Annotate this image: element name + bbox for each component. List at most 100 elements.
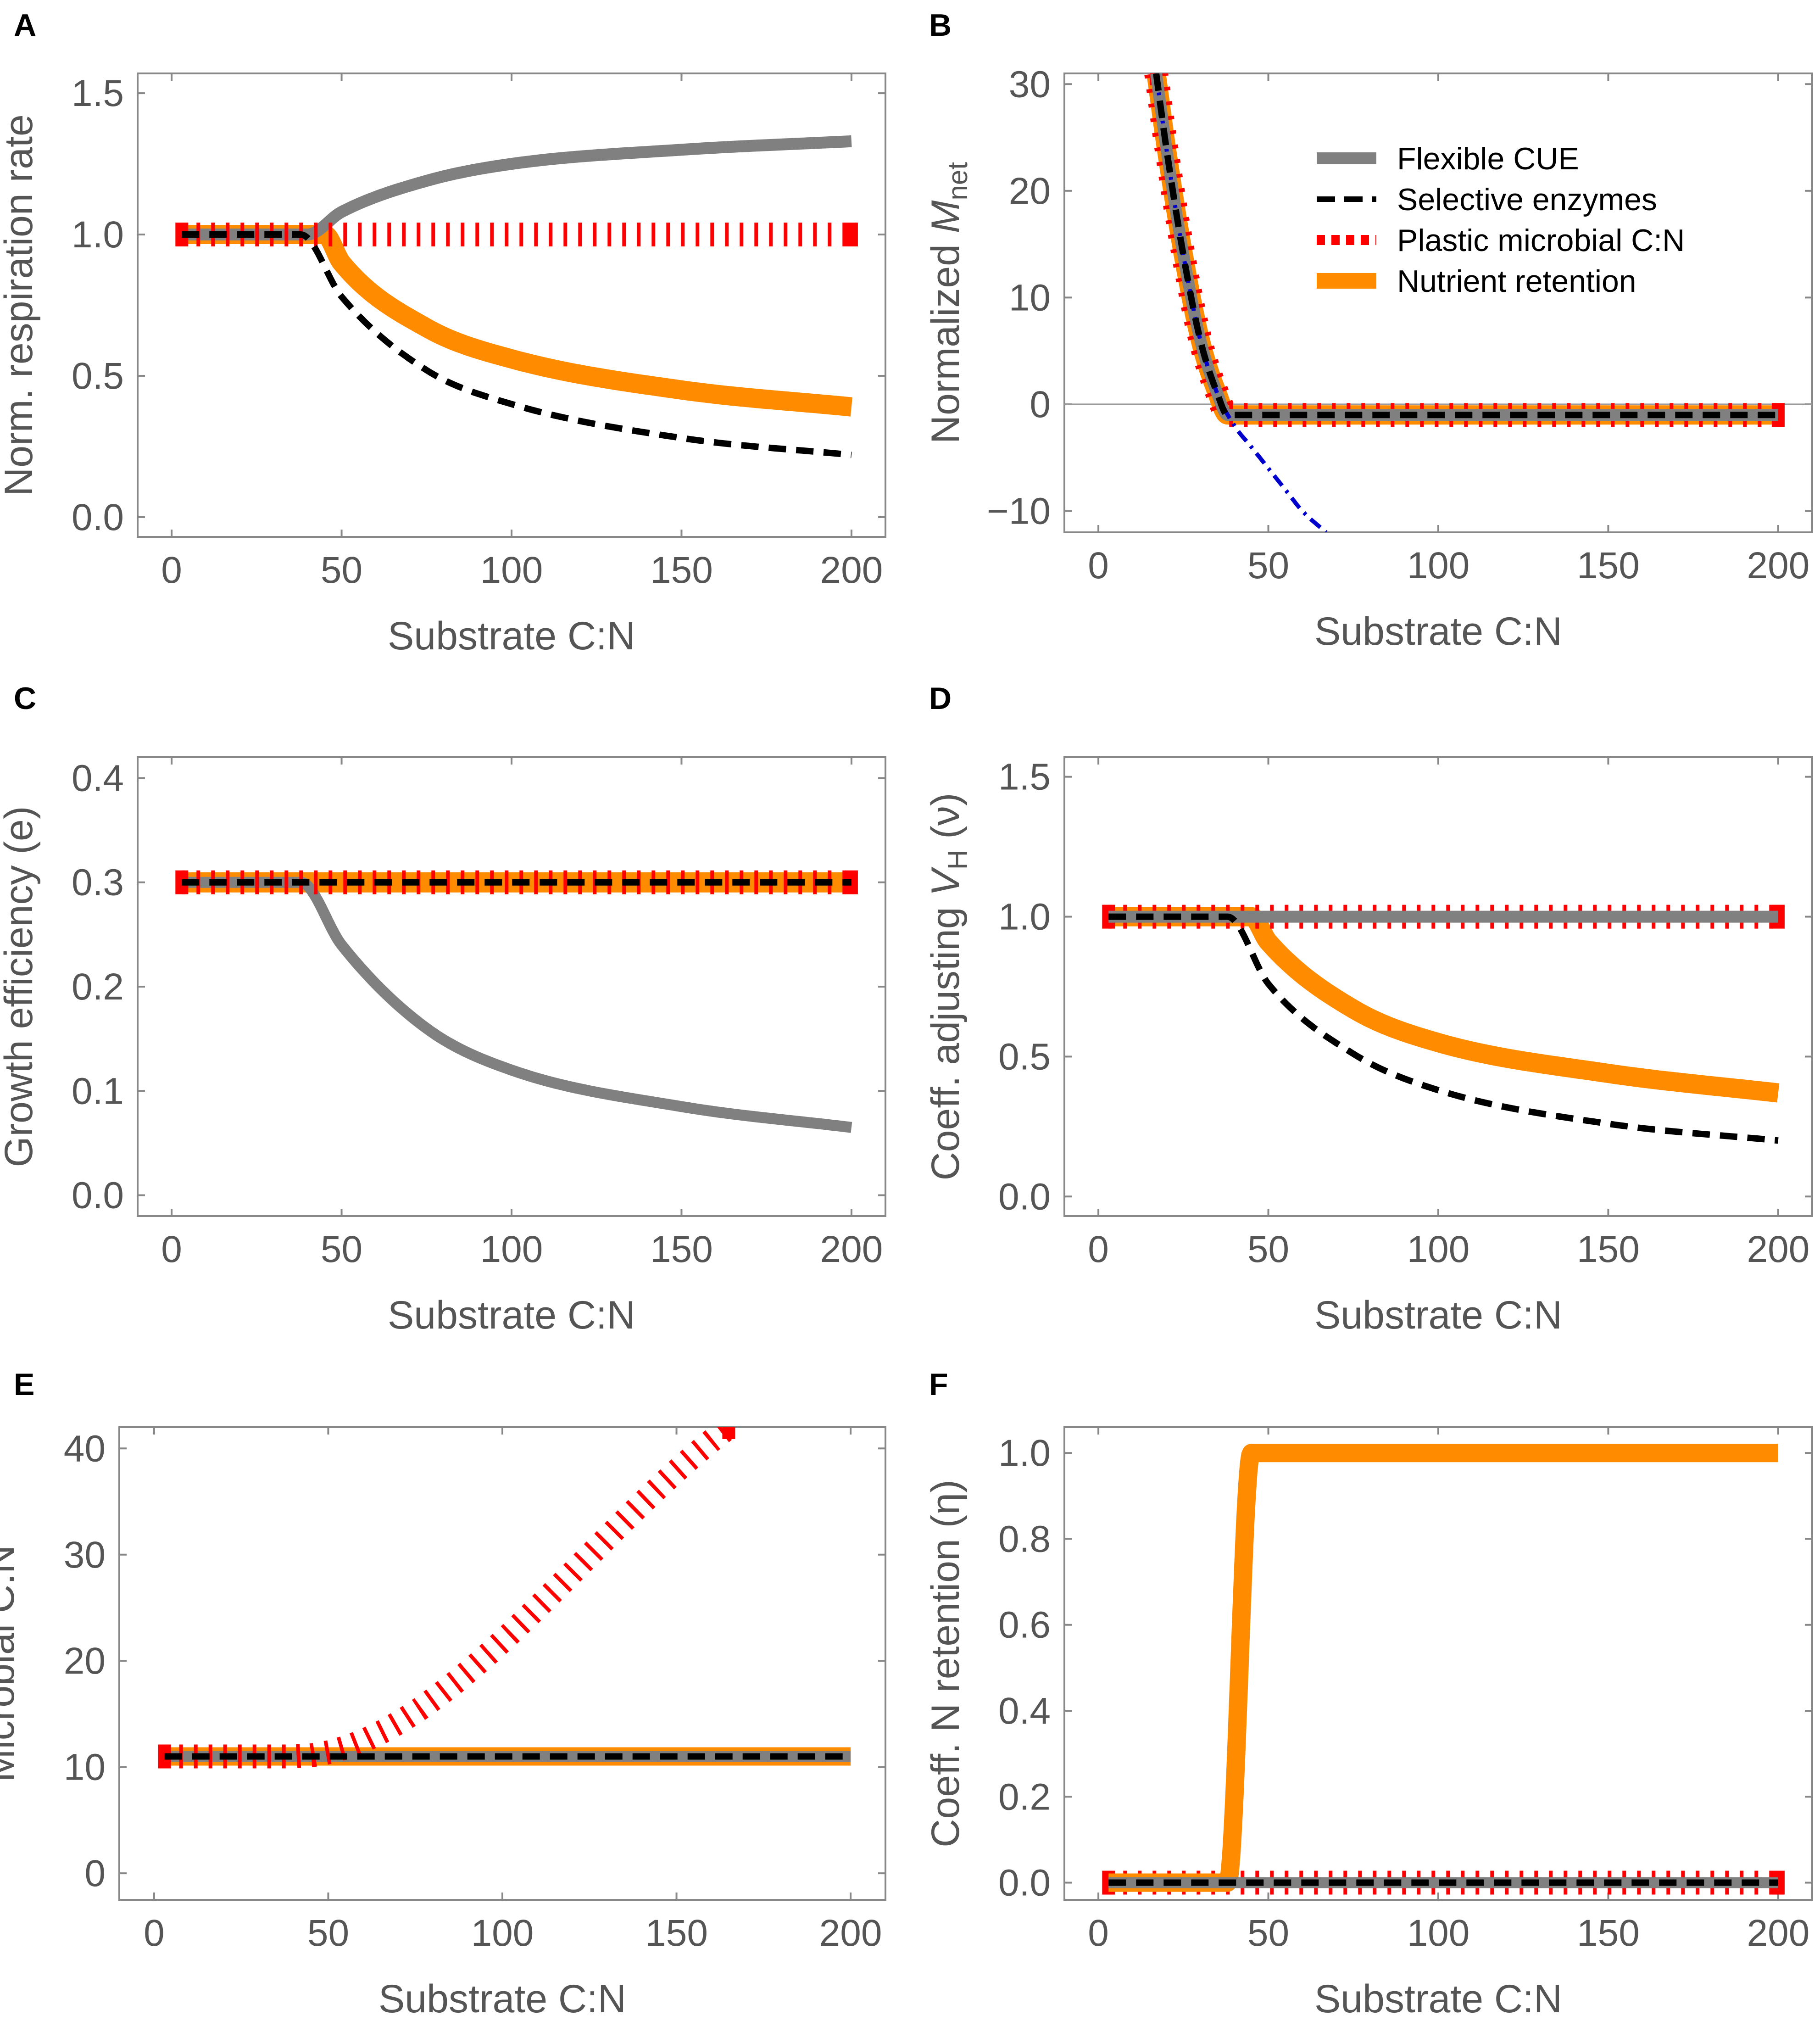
y-tick-label: 1.5	[998, 756, 1051, 798]
y-axis-title: Microbial C:N	[0, 1545, 22, 1782]
legend-label: Plastic microbial C:N	[1397, 223, 1685, 258]
y-tick-label: 0.1	[72, 1070, 124, 1112]
series-line-selective-enzymes	[1153, 73, 1778, 419]
x-tick-label: 100	[1407, 1912, 1470, 1954]
x-tick-label: 0	[1088, 1228, 1109, 1270]
y-tick-label: 0.2	[998, 1776, 1051, 1818]
x-tick-label: 50	[321, 1228, 362, 1270]
y-tick-label: 0.8	[998, 1518, 1051, 1560]
series-line-plastic-microbial-c-n	[164, 1427, 736, 1769]
y-tick-label: 10	[1009, 277, 1051, 318]
panel-letter: A	[14, 8, 36, 43]
x-tick-label: 50	[1247, 1228, 1289, 1270]
x-tick-label: 200	[820, 549, 883, 591]
x-tick-label: 100	[471, 1912, 534, 1954]
y-tick-label: 20	[64, 1640, 106, 1682]
x-axis-title: Substrate C:N	[1314, 609, 1562, 653]
legend: Flexible CUE Selective enzymes Plastic mic…	[1317, 141, 1685, 299]
x-tick-label: 0	[161, 1228, 182, 1270]
y-tick-label: 0.2	[72, 966, 124, 1008]
panel-a: A 0 50 100 150 200 0.0 0.5 1.0 1.5 Substrate C:N No…	[0, 8, 886, 658]
series-group	[1144, 73, 1785, 532]
y-tick-label: 40	[64, 1428, 106, 1469]
plot-frame	[1063, 1426, 1813, 1901]
x-tick-label: 0	[1088, 545, 1109, 586]
series-line-flexible-cue	[182, 877, 852, 1133]
y-tick-label: 0.5	[72, 355, 124, 397]
panel-d: D 0 50 100 150 200 0.0 0.5 1.0 1.5 Substrate C:N Co…	[924, 681, 1813, 1337]
panel-f: F 0 50 100 150 200 0.0 0.2 0.4 0.6 0.8 1.0 Substrate…	[924, 1367, 1813, 2021]
x-tick-label: 200	[819, 1912, 882, 1954]
y-tick-label: 0.3	[72, 862, 124, 904]
y-tick-label: 30	[64, 1534, 106, 1576]
y-tick-label: 1.5	[72, 73, 124, 114]
x-tick-label: 150	[650, 1228, 713, 1270]
series-line-nutrient-retention	[1108, 907, 1781, 1103]
y-tick-label: −10	[987, 490, 1051, 532]
x-tick-label: 100	[480, 1228, 543, 1270]
panel-letter: B	[929, 8, 952, 43]
legend-label: Flexible CUE	[1397, 141, 1579, 176]
y-axis-title: Coeff. N retention (η)	[924, 1479, 968, 1847]
x-tick-label: 100	[1407, 545, 1470, 586]
y-tick-label: 1.0	[72, 214, 124, 256]
y-axis-title-symbol: V	[924, 866, 968, 896]
y-tick-label: 0.0	[72, 1175, 124, 1217]
series-line-nutrient-retention	[182, 225, 854, 417]
y-tick-label: 0.0	[998, 1862, 1051, 1904]
x-axis-title: Substrate C:N	[388, 1293, 635, 1337]
y-tick-label: 0.0	[998, 1176, 1051, 1217]
x-tick-label: 200	[1747, 1912, 1809, 1954]
panel-c: C 0 50 100 150 200 0.0 0.1 0.2 0.3 0.4 Substrate C:…	[0, 681, 886, 1337]
plot-frame	[137, 756, 886, 1217]
x-tick-label: 100	[480, 549, 543, 591]
y-axis-title: Normalized Mnet	[924, 162, 973, 444]
x-tick-label: 200	[1747, 545, 1809, 586]
y-tick-label: 30	[1009, 63, 1051, 105]
y-tick-label: 0	[1030, 384, 1051, 425]
y-tick-label: 1.0	[998, 1432, 1051, 1474]
x-tick-label: 150	[1577, 545, 1640, 586]
y-axis-title-subscript: H	[942, 850, 973, 870]
y-axis-title-symbol: M	[924, 200, 968, 233]
y-axis-title-tail: (ν)	[924, 793, 968, 850]
x-tick-label: 150	[1577, 1228, 1640, 1270]
series-line-flexible-cue	[182, 135, 852, 240]
x-axis-title: Substrate C:N	[378, 1977, 626, 2021]
series-group	[175, 870, 858, 1133]
x-tick-label: 100	[1407, 1228, 1470, 1270]
x-tick-label: 0	[1088, 1912, 1109, 1954]
y-axis-title-subscript: net	[942, 162, 973, 201]
plot-frame	[118, 1426, 886, 1901]
panel-e: E 0 50 100 150 200 0 10 20 30 40 Substrate C:N Micro…	[0, 1367, 886, 2021]
y-tick-label: 10	[64, 1747, 106, 1788]
y-tick-label: 0.5	[998, 1036, 1051, 1077]
panel-letter: E	[14, 1367, 34, 1402]
series-line-selective-enzymes	[182, 231, 852, 458]
series-line-reference-no-adjustment	[1154, 73, 1328, 532]
x-tick-label: 150	[650, 549, 713, 591]
series-group	[175, 135, 858, 458]
series-line-selective-enzymes	[1108, 913, 1779, 1144]
x-tick-label: 50	[1247, 545, 1289, 586]
y-axis-title: Norm. respiration rate	[0, 114, 41, 496]
y-axis-title-text: Normalized	[924, 233, 968, 444]
x-tick-label: 150	[645, 1912, 708, 1954]
series-group	[1102, 1444, 1785, 1895]
x-tick-label: 0	[144, 1912, 165, 1954]
y-tick-label: 0.6	[998, 1604, 1051, 1646]
panel-b: B 0 50 100 150 200 −10 0 10 20 30 Substrate C:N Norm…	[924, 8, 1813, 653]
y-tick-label: 0.4	[72, 757, 124, 799]
series-line-nutrient-retention	[1108, 1444, 1778, 1892]
y-axis-title: Growth efficiency (e)	[0, 806, 41, 1167]
y-axis-title: Coeff. adjusting VH (ν)	[924, 793, 973, 1181]
panel-letter: F	[929, 1367, 948, 1402]
panel-letter: C	[14, 681, 36, 716]
x-tick-label: 200	[820, 1228, 883, 1270]
x-axis-title: Substrate C:N	[388, 614, 635, 658]
x-tick-label: 50	[307, 1912, 349, 1954]
x-axis-title: Substrate C:N	[1314, 1977, 1562, 2021]
y-tick-label: 1.0	[998, 896, 1051, 938]
